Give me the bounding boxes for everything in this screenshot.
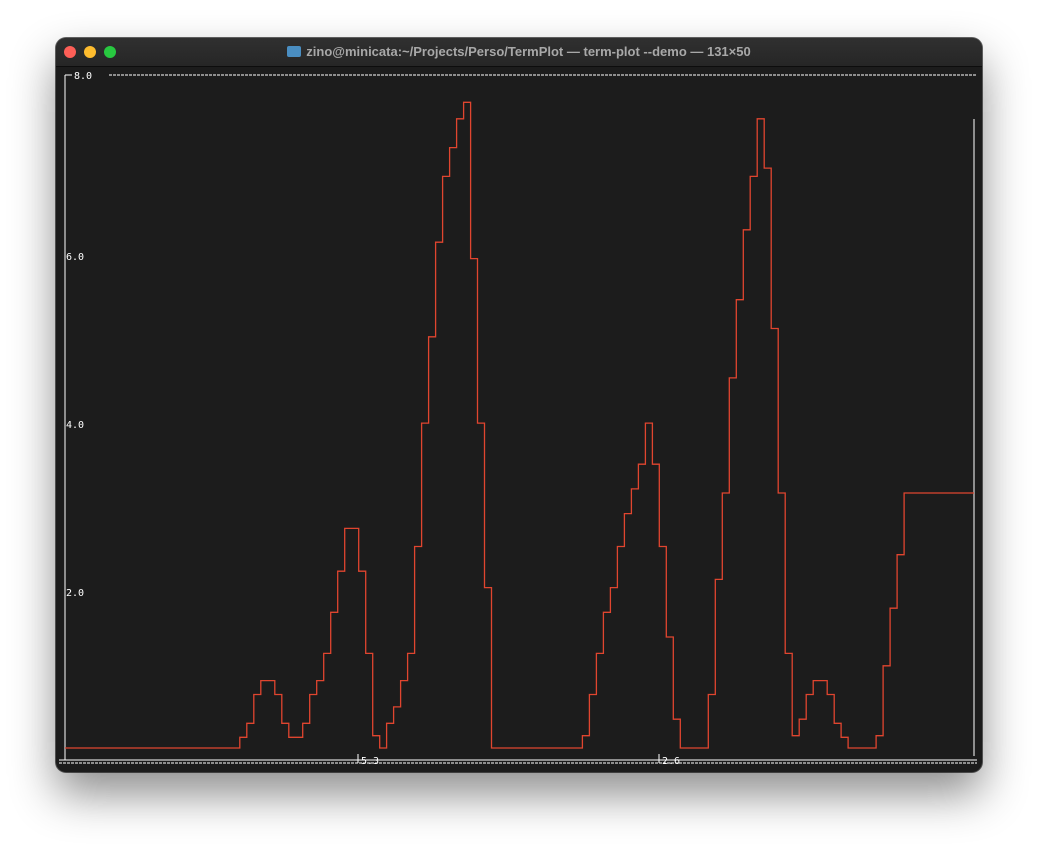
window-title-container: zino@minicata:~/Projects/Perso/TermPlot … [56,44,982,59]
minimize-button[interactable] [84,46,96,58]
y-tick-label: 4.0 [66,420,84,431]
x-tick-label: 2.6 [662,756,680,767]
close-button[interactable] [64,46,76,58]
y-tick-label: 8.0 [74,71,92,82]
folder-icon [287,46,302,57]
y-tick-label: 6.0 [66,252,84,263]
x-tick-label: 5.3 [361,756,379,767]
y-tick-label: 2.0 [66,588,84,599]
zoom-button[interactable] [104,46,116,58]
terminal-window: zino@minicata:~/Projects/Perso/TermPlot … [56,38,982,772]
terminal-plot: 8.0 6.0 4.0 2.0 5.3 2.6 [59,71,977,767]
window-title: zino@minicata:~/Projects/Perso/TermPlot … [306,44,751,59]
series-line-0 [65,101,974,749]
title-bar[interactable]: zino@minicata:~/Projects/Perso/TermPlot … [56,38,982,67]
